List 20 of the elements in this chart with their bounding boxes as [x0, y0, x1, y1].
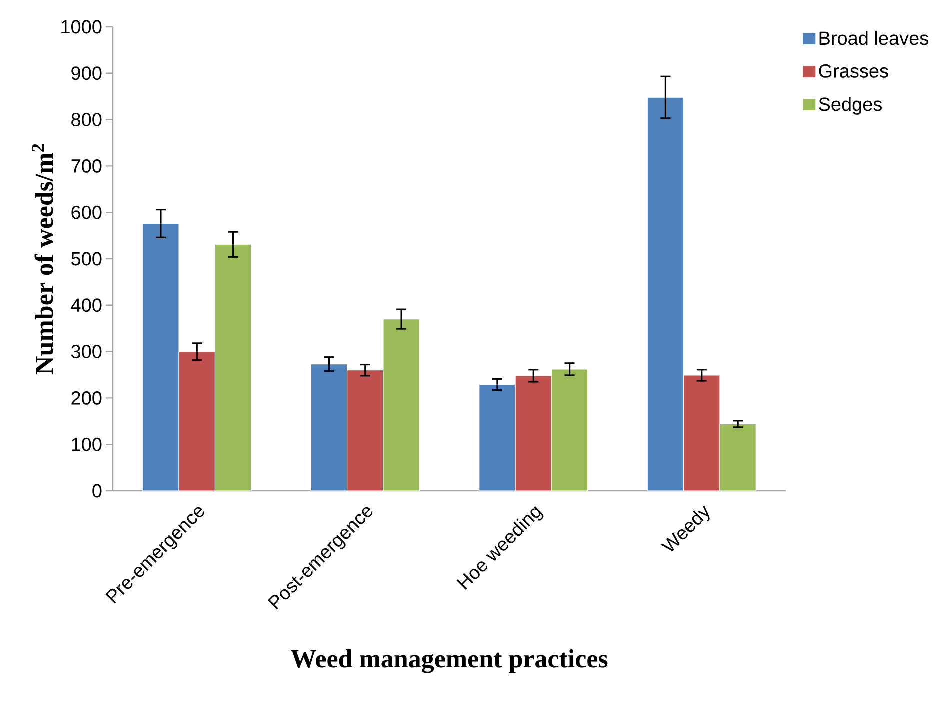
- bar: [142, 223, 180, 491]
- y-tick-label: 1000: [62, 20, 102, 34]
- y-tick-label: 200: [72, 391, 102, 405]
- y-tick-label: 800: [72, 113, 102, 127]
- x-axis-title: Weed management practices: [291, 650, 608, 674]
- y-tick-label: 0: [92, 484, 102, 498]
- y-axis-title: Number of weeds/m$^{2}$: [32, 144, 54, 374]
- y-tick-label: 700: [72, 159, 102, 173]
- y-tick-label: 400: [71, 298, 102, 312]
- legend-label: Sedges: [819, 97, 882, 115]
- y-tick-label: 900: [72, 66, 102, 80]
- bar: [479, 384, 516, 491]
- legend-label: Broad leaves: [820, 31, 928, 46]
- y-tick-label: 500: [72, 252, 102, 266]
- y-tick-label: 100: [72, 438, 102, 452]
- bar: [310, 364, 348, 491]
- y-tick-label: 300: [71, 345, 102, 359]
- bar: [647, 97, 684, 491]
- y-tick-label: 600: [72, 206, 102, 220]
- legend-label: Grasses: [819, 64, 888, 78]
